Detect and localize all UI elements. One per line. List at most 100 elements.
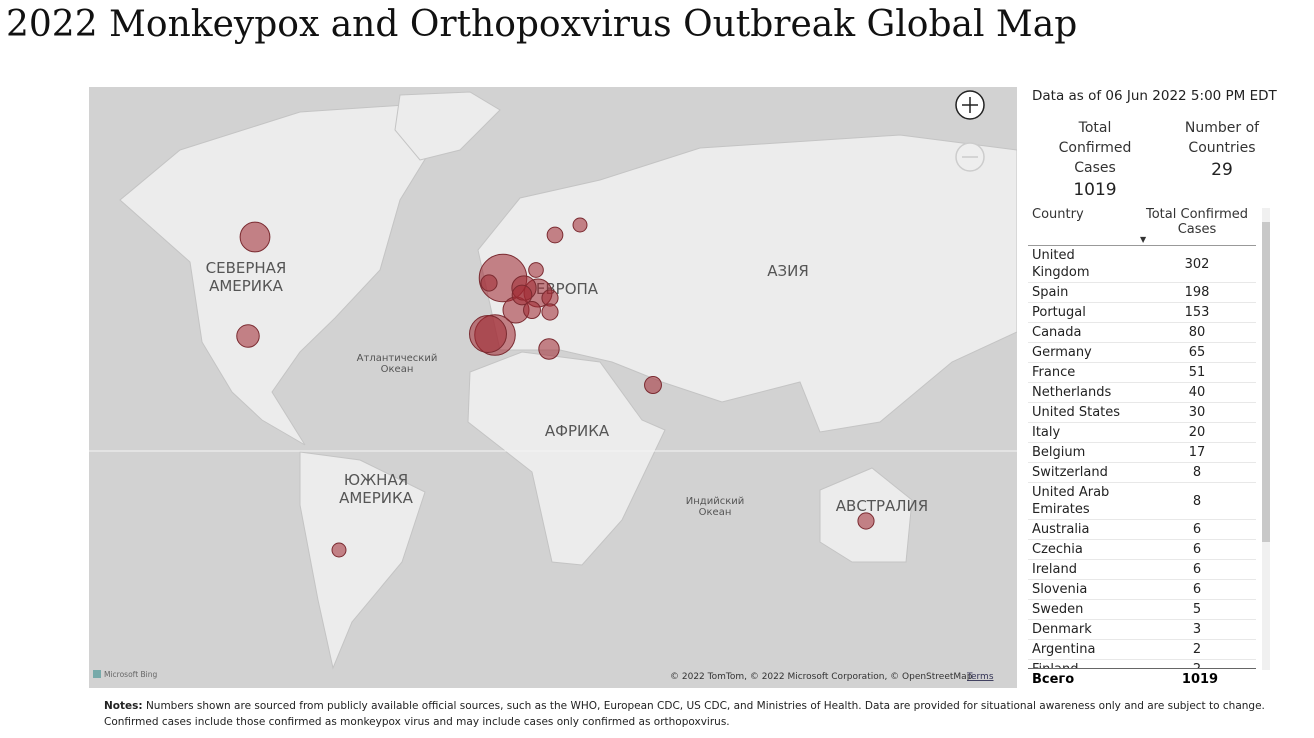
case-bubble[interactable]	[480, 274, 498, 292]
map-label: АМЕРИКА	[209, 277, 284, 295]
table-row[interactable]: Canada 80	[1028, 322, 1256, 343]
map-label: АМЕРИКА	[339, 489, 414, 507]
map-label: Океан	[381, 364, 414, 375]
cases-cell: 80	[1138, 322, 1256, 343]
map-label: Индийский	[686, 496, 744, 507]
zoom-in[interactable]	[955, 90, 985, 120]
map[interactable]: СЕВЕРНАЯ АМЕРИКА ЕВРОПА АЗИЯ АФРИКА ЮЖНА…	[89, 87, 1017, 688]
cases-cell: 302	[1138, 245, 1256, 283]
total-label: Всего	[1032, 672, 1075, 687]
case-bubble[interactable]	[546, 226, 564, 244]
case-bubble[interactable]	[538, 338, 560, 360]
map-label: Атлантический	[357, 353, 438, 364]
table-row[interactable]: Slovenia 6	[1028, 579, 1256, 600]
card-value: 1019	[1073, 180, 1117, 200]
case-bubble[interactable]	[644, 376, 662, 394]
table-row[interactable]: Belgium 17	[1028, 442, 1256, 463]
country-cell: United Arab Emirates	[1028, 482, 1138, 520]
table-row[interactable]: United States 30	[1028, 402, 1256, 423]
table-row[interactable]: Switzerland 8	[1028, 462, 1256, 483]
cases-cell: 6	[1138, 559, 1256, 580]
table-row[interactable]: Portugal 153	[1028, 302, 1256, 323]
bubbles	[236, 217, 875, 558]
cases-cell: 3	[1138, 619, 1256, 640]
country-cell: Portugal	[1028, 302, 1138, 323]
terms-link[interactable]: Terms	[966, 672, 994, 682]
cases-cell: 6	[1138, 579, 1256, 600]
case-bubble[interactable]	[511, 284, 533, 306]
card: Total Confirmed Cases 1019	[1030, 118, 1160, 200]
attribution: © 2022 TomTom, © 2022 Microsoft Corporat…	[670, 672, 973, 682]
table-row[interactable]: Italy 20	[1028, 422, 1256, 443]
notes: Notes: Numbers shown are sourced from pu…	[104, 698, 1269, 730]
cases-cell: 40	[1138, 382, 1256, 403]
notes-label: Notes:	[104, 700, 143, 712]
scrollbar[interactable]	[1262, 208, 1270, 670]
cases-cell: 198	[1138, 282, 1256, 303]
notes-text: Numbers shown are sourced from publicly …	[104, 700, 1265, 728]
cases-table: Country Total Confirmed Cases ▼ United Ki…	[1028, 205, 1256, 680]
scroll-thumb[interactable]	[1262, 222, 1270, 542]
zoom-out[interactable]	[955, 142, 985, 172]
case-bubble[interactable]	[541, 303, 559, 321]
country-cell: United States	[1028, 402, 1138, 423]
country-cell: Canada	[1028, 322, 1138, 343]
country-cell: Netherlands	[1028, 382, 1138, 403]
case-bubble[interactable]	[572, 217, 588, 233]
case-bubble[interactable]	[857, 512, 875, 530]
country-cell: Spain	[1028, 282, 1138, 303]
country-cell: France	[1028, 362, 1138, 383]
case-bubble[interactable]	[331, 542, 347, 558]
logo: Microsoft Bing	[104, 670, 157, 679]
card-label: Total Confirmed Cases	[1058, 120, 1132, 176]
table-row[interactable]: United Arab Emirates 8	[1028, 482, 1256, 520]
map-label: АЗИЯ	[767, 262, 809, 280]
country-cell: Argentina	[1028, 639, 1138, 660]
cases-cell: 51	[1138, 362, 1256, 383]
country-cell: Australia	[1028, 519, 1138, 540]
table-row[interactable]: Denmark 3	[1028, 619, 1256, 640]
cases-cell: 5	[1138, 599, 1256, 620]
map-label: СЕВЕРНАЯ	[206, 259, 287, 277]
table-row[interactable]: United Kingdom 302	[1028, 245, 1256, 283]
cases-cell: 20	[1138, 422, 1256, 443]
table-row[interactable]: Czechia 6	[1028, 539, 1256, 560]
map-label: АФРИКА	[545, 422, 610, 440]
case-bubble[interactable]	[528, 262, 544, 278]
as-of: Data as of 06 Jun 2022 5:00 PM EDT	[1032, 88, 1277, 104]
case-bubble[interactable]	[469, 315, 507, 353]
case-bubble[interactable]	[239, 221, 271, 253]
table-row[interactable]: France 51	[1028, 362, 1256, 383]
country-cell: Slovenia	[1028, 579, 1138, 600]
case-bubble[interactable]	[236, 324, 260, 348]
card: Number of Countries 29	[1157, 118, 1287, 180]
cases-cell: 153	[1138, 302, 1256, 323]
cases-cell: 65	[1138, 342, 1256, 363]
country-cell: Belgium	[1028, 442, 1138, 463]
cases-cell: 8	[1138, 462, 1256, 483]
logo-icon	[93, 670, 101, 678]
table-row[interactable]: Sweden 5	[1028, 599, 1256, 620]
country-cell: United Kingdom	[1028, 245, 1138, 283]
country-cell: Czechia	[1028, 539, 1138, 560]
column-header[interactable]: Total Confirmed Cases ▼	[1138, 205, 1256, 246]
table-row[interactable]: Netherlands 40	[1028, 382, 1256, 403]
sort-arrow: ▼	[1140, 235, 1147, 244]
land	[119, 91, 1017, 670]
table-row[interactable]: Germany 65	[1028, 342, 1256, 363]
table-row[interactable]: Spain 198	[1028, 282, 1256, 303]
table-row[interactable]: Australia 6	[1028, 519, 1256, 540]
cases-cell: 6	[1138, 519, 1256, 540]
column-header[interactable]: Country	[1028, 205, 1138, 246]
map-label: ЮЖНАЯ	[344, 471, 408, 489]
country-cell: Ireland	[1028, 559, 1138, 580]
case-bubble[interactable]	[523, 301, 541, 319]
total-value: 1019	[1181, 672, 1219, 687]
table-row[interactable]: Argentina 2	[1028, 639, 1256, 660]
cases-cell: 2	[1138, 639, 1256, 660]
card-value: 29	[1211, 160, 1233, 180]
country-cell: Germany	[1028, 342, 1138, 363]
country-cell: Italy	[1028, 422, 1138, 443]
table-box: Country Total Confirmed Cases ▼ United Ki…	[1028, 205, 1258, 689]
table-row[interactable]: Ireland 6	[1028, 559, 1256, 580]
